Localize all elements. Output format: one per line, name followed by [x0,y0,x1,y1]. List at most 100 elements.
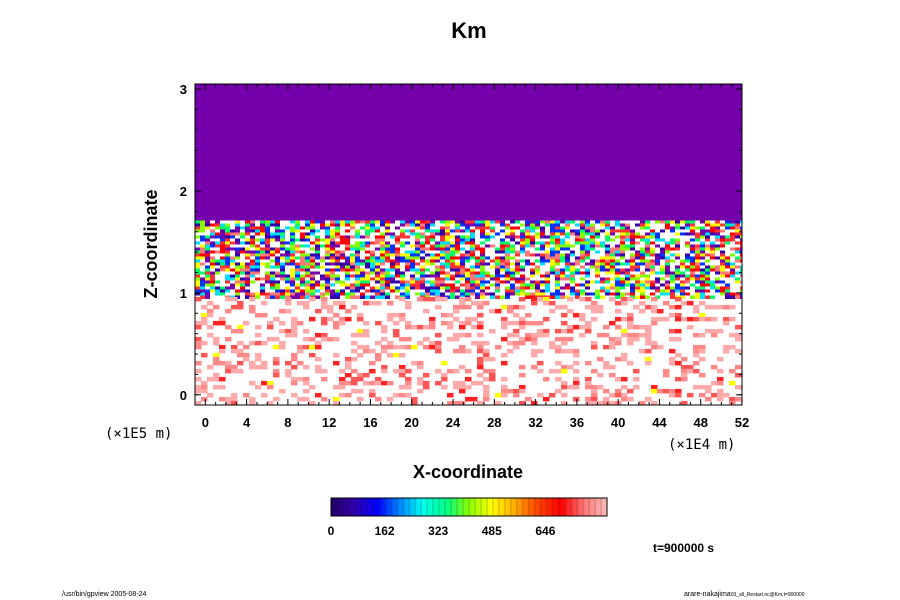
field-cell [705,388,712,394]
field-cell [615,235,621,239]
field-cell [640,280,646,284]
field-cell [355,286,361,290]
field-cell [399,336,406,342]
field-cell [435,250,441,254]
field-cell [320,232,326,236]
field-cell [670,277,676,281]
field-cell [333,300,340,306]
field-cell [280,229,286,233]
field-cell [387,352,394,358]
field-cell [670,256,676,260]
field-cell [295,226,301,230]
field-cell [477,320,484,326]
field-cell [310,265,316,269]
field-cell [495,292,501,296]
field-cell [635,229,641,233]
field-cell [645,340,652,346]
field-cell [711,404,718,405]
field-cell [630,262,636,266]
field-cell [670,235,676,239]
field-cell [315,226,321,230]
field-cell [580,241,586,245]
field-cell [303,344,310,350]
field-cell [580,289,586,293]
field-cell [635,265,641,269]
field-cell [490,232,496,236]
field-cell [320,259,326,263]
field-cell [620,226,626,230]
field-cell [450,262,456,266]
field-cell [405,336,412,342]
field-cell [729,316,736,322]
field-cell [390,238,396,242]
field-cell [455,238,461,242]
field-cell [507,340,514,346]
field-cell [325,256,331,260]
field-cell [310,292,316,296]
field-cell [470,247,476,251]
field-cell [740,274,742,278]
field-cell [385,286,391,290]
field-cell [550,292,556,296]
field-cell [475,277,481,281]
field-cell [200,274,206,278]
field-cell [350,232,356,236]
field-cell [711,392,718,398]
field-cell [535,235,541,239]
field-cell [475,256,481,260]
field-cell [405,286,411,290]
field-cell [565,229,571,233]
field-cell [560,232,566,236]
field-cell [531,320,538,326]
field-cell [423,344,430,350]
field-cell [740,271,742,275]
field-cell [603,388,610,394]
field-cell [415,244,421,248]
field-cell [365,247,371,251]
field-cell [265,271,271,275]
field-cell [265,223,271,227]
field-cell [273,368,280,374]
field-cell [305,232,311,236]
field-cell [230,247,236,251]
field-cell [570,259,576,263]
field-cell [515,283,521,287]
field-cell [260,274,266,278]
field-cell [591,340,598,346]
field-cell [285,238,291,242]
field-cell [195,289,201,293]
field-cell [435,348,442,354]
field-cell [705,277,711,281]
field-cell [715,241,721,245]
field-cell [429,296,436,302]
field-cell [660,295,666,299]
field-cell [585,380,592,386]
field-cell [225,241,231,245]
field-cell [650,259,656,263]
field-cell [730,271,736,275]
field-cell [345,223,351,227]
field-cell [245,226,251,230]
field-cell [195,283,201,287]
field-cell [460,223,466,227]
field-cell [297,396,304,402]
field-cell [225,277,231,281]
field-cell [585,400,592,405]
field-cell [615,262,621,266]
field-cell [415,241,421,245]
field-cell [670,229,676,233]
field-cell [291,376,298,382]
field-cell [255,352,262,358]
field-cell [440,235,446,239]
field-cell [645,348,652,354]
field-cell [590,262,596,266]
field-cell [270,229,276,233]
field-cell [685,280,691,284]
field-cell [455,232,461,236]
field-cell [550,286,556,290]
field-cell [565,244,571,248]
field-cell [477,300,484,306]
field-cell [390,232,396,236]
field-cell [645,336,652,342]
field-cell [730,250,736,254]
